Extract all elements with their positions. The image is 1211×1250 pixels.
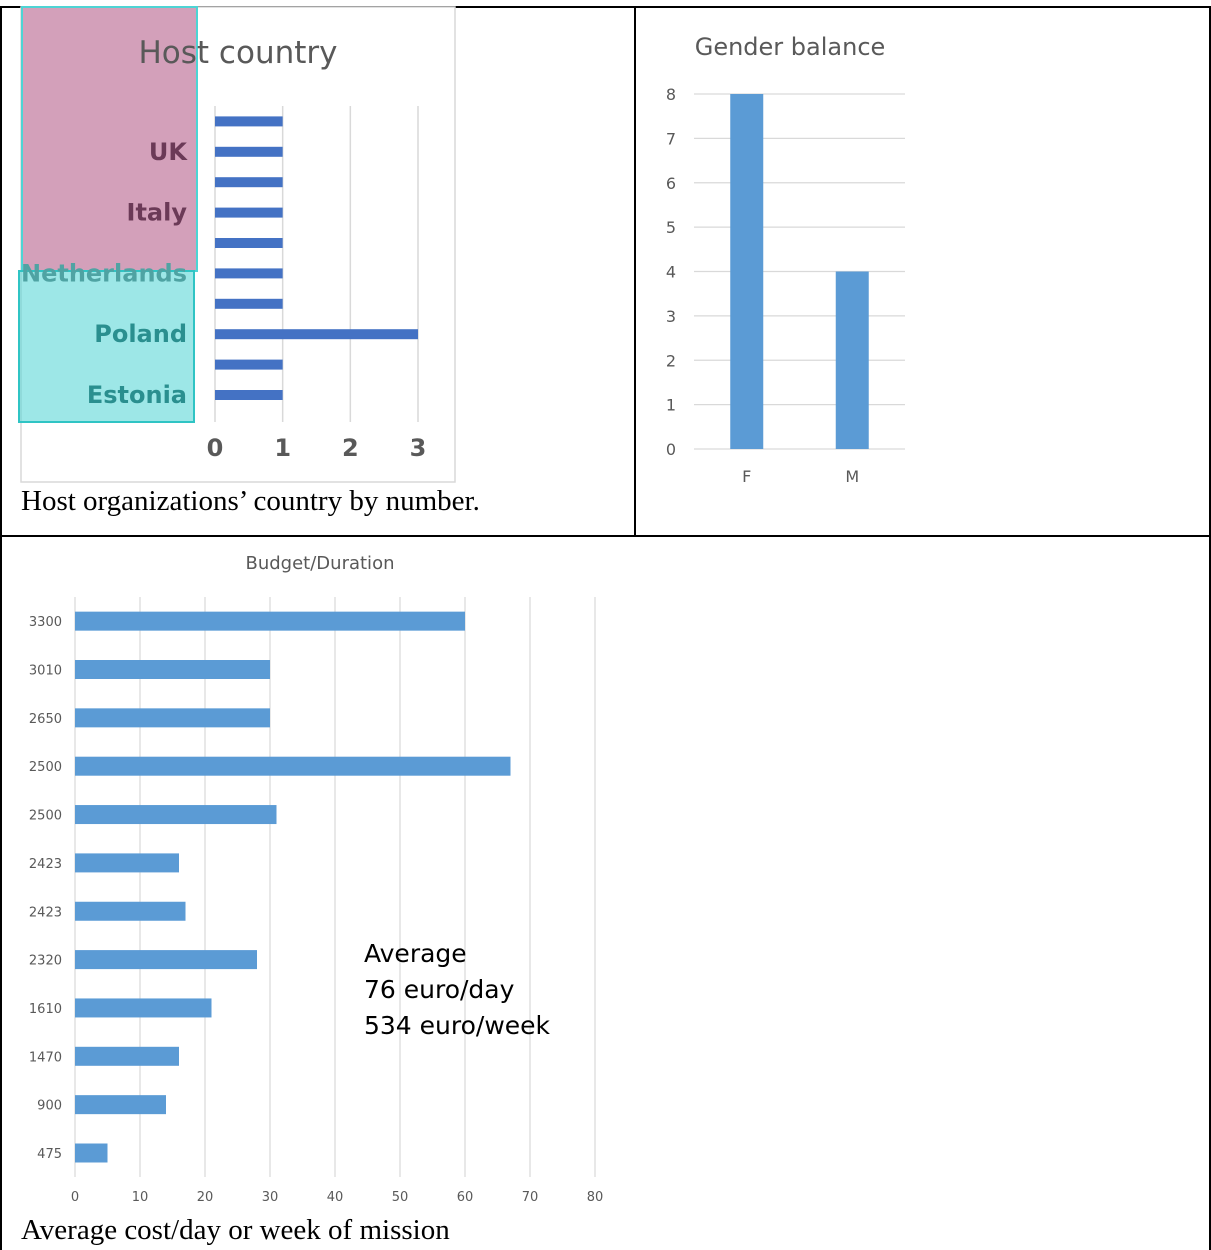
budget-y-label: 475 [37,1147,62,1162]
host-country-chart: Estonia Poland Netherlands Italy UK 0 1 2 3 Hos… [18,6,456,483]
host-category-label: Italy [127,199,188,227]
budget-y-label: 2500 [29,809,62,824]
host-bar [215,146,283,157]
budget-bar [75,1095,166,1115]
average-annotation-line: 76 euro/day [364,975,515,1004]
gender-y-tick-label: 5 [666,218,676,237]
table-border-top [0,6,1211,8]
budget-bar [75,998,212,1018]
host-bar [215,207,283,218]
gender-y-tick-label: 4 [666,263,676,282]
pink-highlight-box [21,6,198,272]
host-bar [215,177,283,188]
budget-bar [75,611,465,631]
host-x-tick-label: 0 [207,434,224,462]
budget-bar [75,1046,179,1066]
budget-duration-chart: 475 900 1470 1610 2320 2423 2423 2500 2500 2650 30… [29,553,604,1205]
average-annotation: Average 76 euro/day 534 euro/week [364,939,551,1040]
gender-bar [835,271,869,449]
gender-x-label: F [742,467,751,486]
budget-bar [75,708,270,728]
budget-y-label: 3010 [29,664,62,679]
host-category-label: Poland [94,320,187,348]
budget-x-tick-label: 0 [71,1190,79,1205]
gender-chart-title: Gender balance [695,33,886,61]
budget-y-label: 3300 [29,615,62,630]
budget-bar [75,805,277,825]
budget-bar [75,756,511,776]
budget-x-tick-label: 80 [587,1190,604,1205]
host-bar [215,298,283,309]
host-category-label: Netherlands [21,259,187,287]
budget-y-label: 2423 [29,905,62,920]
gender-bar [730,94,764,449]
host-chart-title: Host country [139,35,338,71]
budget-y-label: 900 [37,1099,62,1114]
budget-x-tick-label: 20 [197,1190,214,1205]
gender-y-tick-label: 1 [666,396,676,415]
table-border-left [0,6,2,1250]
budget-y-label: 2650 [29,712,62,727]
host-bar [215,390,283,400]
gender-balance-chart: 0 1 2 3 4 5 6 7 8 F M Gender balance [666,33,905,486]
gender-y-tick-label: 3 [666,307,676,326]
table-border-column [634,6,636,536]
budget-bar [75,901,186,921]
budget-bar [75,660,270,679]
host-category-label: UK [149,138,188,166]
host-bar [215,329,418,340]
gender-y-tick-label: 8 [666,85,676,104]
host-bar [215,268,283,279]
budget-chart-title: Budget/Duration [246,553,395,574]
gender-y-tick-label: 7 [666,129,676,148]
budget-caption: Average cost/day or week of mission [21,1214,450,1246]
gender-y-tick-label: 0 [666,440,676,459]
host-x-tick-label: 3 [410,434,427,462]
budget-y-label: 1470 [29,1050,62,1065]
budget-y-label: 2423 [29,857,62,872]
budget-x-tick-label: 60 [457,1190,474,1205]
host-bar [215,359,283,370]
budget-x-tick-label: 50 [392,1190,409,1205]
table-border-right [1209,6,1211,1250]
host-x-tick-label: 1 [274,434,291,462]
budget-bar [75,853,179,873]
budget-bar [75,950,257,970]
host-category-label: Estonia [87,381,187,409]
budget-x-tick-label: 40 [327,1190,344,1205]
budget-x-tick-label: 10 [132,1190,149,1205]
average-annotation-line: Average [364,939,467,968]
host-bar [215,238,283,248]
budget-bar [75,1143,108,1163]
budget-y-label: 2320 [29,954,62,969]
average-annotation-line: 534 euro/week [364,1011,551,1040]
host-x-tick-label: 2 [342,434,359,462]
gender-y-tick-label: 6 [666,174,676,193]
budget-y-label: 1610 [29,1002,62,1017]
host-country-caption: Host organizations’ country by number. [21,485,480,517]
teal-highlight-box [18,270,195,423]
budget-y-label: 2500 [29,760,62,775]
budget-x-tick-label: 70 [522,1190,539,1205]
gender-y-tick-label: 2 [666,351,676,370]
host-bar [215,116,283,127]
gender-x-label: M [845,467,859,486]
budget-x-tick-label: 30 [262,1190,279,1205]
table-border-middle [0,535,1211,537]
